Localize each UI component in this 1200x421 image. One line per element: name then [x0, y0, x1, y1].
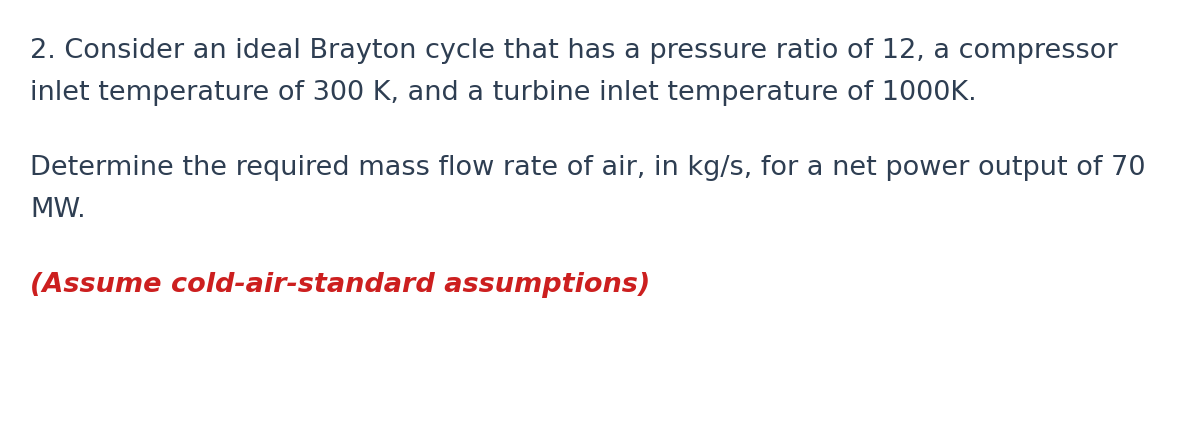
Text: 2. Consider an ideal Brayton cycle that has a pressure ratio of 12, a compressor: 2. Consider an ideal Brayton cycle that … — [30, 38, 1117, 64]
Text: (Assume cold-air-standard assumptions): (Assume cold-air-standard assumptions) — [30, 272, 650, 298]
Text: MW.: MW. — [30, 197, 85, 223]
Text: inlet temperature of 300 K, and a turbine inlet temperature of 1000K.: inlet temperature of 300 K, and a turbin… — [30, 80, 977, 106]
Text: Determine the required mass flow rate of air, in kg/s, for a net power output of: Determine the required mass flow rate of… — [30, 155, 1146, 181]
